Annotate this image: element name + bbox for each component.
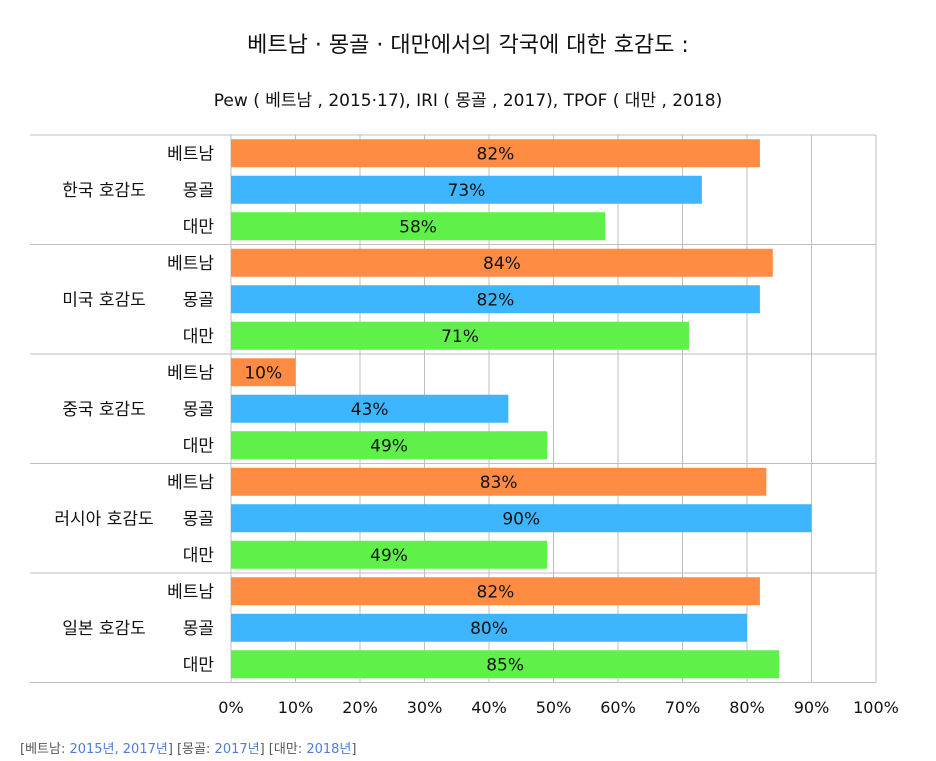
category-label: 베트남 <box>167 473 214 493</box>
group-label: 중국 호감도 <box>62 400 146 420</box>
bar <box>231 650 780 679</box>
x-tick-label: 20% <box>342 698 378 717</box>
data-label: 71% <box>441 327 479 347</box>
category-label: 대만 <box>183 655 215 675</box>
bar <box>231 358 296 387</box>
bar <box>231 285 760 314</box>
group-label: 일본 호감도 <box>62 619 146 639</box>
category-label: 대만 <box>183 327 215 347</box>
bar <box>231 248 773 277</box>
chart-title: 베트남 · 몽골 · 대만에서의 각국에 대한 호감도 : <box>247 33 689 58</box>
x-tick-label: 100% <box>853 698 899 717</box>
category-label: 몽골 <box>183 181 214 201</box>
data-label: 82% <box>477 144 515 164</box>
x-tick-label: 10% <box>278 698 314 717</box>
axis-labels: 0% 10% 20% 30% 40% 50% 60% 70% 80% 90% 100%한국 호감도베… <box>54 144 899 717</box>
category-label: 대만 <box>183 546 215 566</box>
bar <box>231 175 702 204</box>
footnote-tw-prefix: [대만: <box>264 742 307 757</box>
category-label: 베트남 <box>167 363 214 383</box>
category-label: 몽골 <box>183 290 214 310</box>
category-label: 몽골 <box>183 619 214 639</box>
footnote-vn-prefix: [베트남: <box>20 742 70 757</box>
data-label: 85% <box>486 655 524 675</box>
x-tick-label: 40% <box>471 698 507 717</box>
bar <box>231 577 760 606</box>
x-tick-label: 0% <box>218 698 243 717</box>
data-label: 82% <box>477 582 515 602</box>
bar <box>231 212 606 241</box>
bar <box>231 504 812 533</box>
bars: 82% 73% 58% 84% 82% 71% 10% 43% 49% 83% 90% 49% 82% 8… <box>231 139 812 679</box>
bar <box>231 467 767 496</box>
footnote-vn-links[interactable]: 2015년, 2017년 <box>69 742 168 757</box>
category-label: 베트남 <box>167 254 214 274</box>
bar <box>231 139 760 168</box>
footnote-mn-links[interactable]: 2017년 <box>214 742 260 757</box>
bar <box>231 394 509 423</box>
data-label: 58% <box>399 217 437 237</box>
footnote-mn-suffix: ] <box>259 742 265 757</box>
data-label: 43% <box>351 400 389 420</box>
data-label: 82% <box>477 290 515 310</box>
footnote-mn-prefix: [몽골: <box>172 742 215 757</box>
x-tick-label: 60% <box>600 698 636 717</box>
category-label: 베트남 <box>167 144 214 164</box>
data-label: 73% <box>448 181 486 201</box>
group-label: 러시아 호감도 <box>54 509 153 529</box>
x-tick-label: 70% <box>665 698 701 717</box>
data-label: 49% <box>370 546 408 566</box>
bar <box>231 431 548 460</box>
footnote-tw-suffix: ] <box>351 742 357 757</box>
category-label: 대만 <box>183 217 215 237</box>
category-label: 베트남 <box>167 582 214 602</box>
data-label: 84% <box>483 254 521 274</box>
group-label: 미국 호감도 <box>62 290 146 310</box>
data-label: 80% <box>470 619 508 639</box>
data-label: 83% <box>480 473 518 493</box>
category-label: 몽골 <box>183 400 214 420</box>
x-tick-label: 80% <box>729 698 765 717</box>
footnote: [베트남: 2015년, 2017년] [몽골: 2017년] [대만: 201… <box>20 738 356 757</box>
footnote-tw-links[interactable]: 2018년 <box>306 742 352 757</box>
bar <box>231 540 548 569</box>
x-tick-label: 50% <box>536 698 572 717</box>
group-label: 한국 호감도 <box>62 181 146 201</box>
data-label: 90% <box>502 509 540 529</box>
bar <box>231 321 689 350</box>
category-label: 몽골 <box>183 509 214 529</box>
data-label: 49% <box>370 436 408 456</box>
x-tick-label: 90% <box>794 698 830 717</box>
footnote-vn-suffix: ] <box>167 742 173 757</box>
chart-subtitle: Pew ( 베트남 , 2015·17), IRI ( 몽골 , 2017), … <box>214 91 722 111</box>
category-label: 대만 <box>183 436 215 456</box>
data-label: 10% <box>244 363 282 383</box>
bar <box>231 613 747 642</box>
x-tick-label: 30% <box>407 698 443 717</box>
